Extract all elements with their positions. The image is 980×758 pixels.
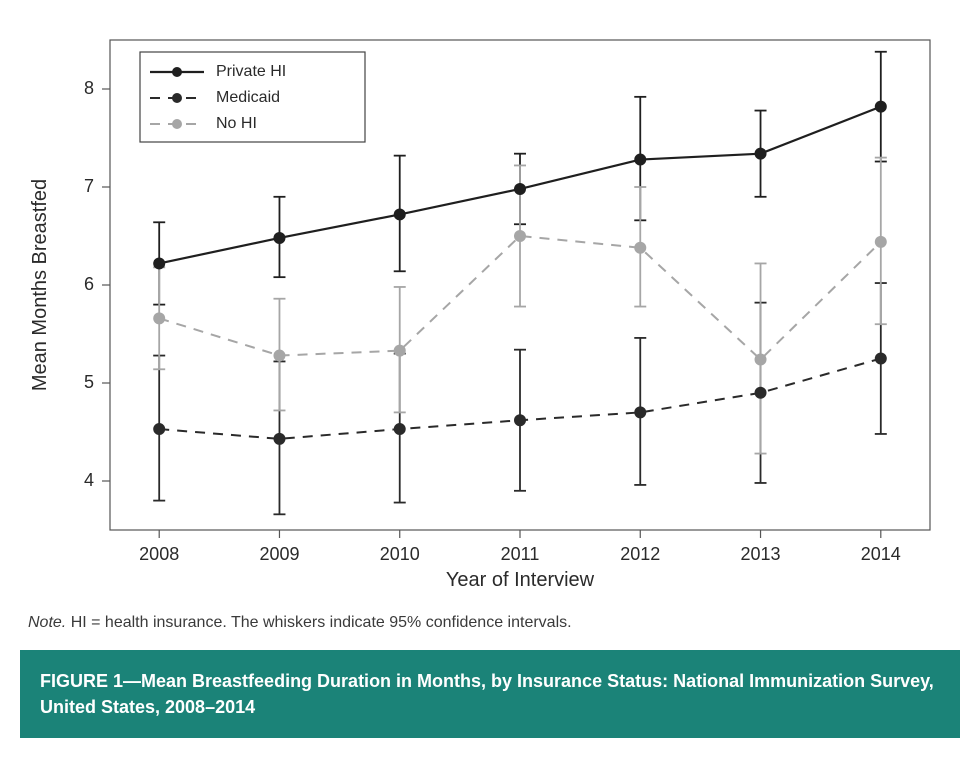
svg-text:2013: 2013 [741,544,781,564]
svg-text:5: 5 [84,372,94,392]
line-chart: 4 5 6 7 8 2008 2009 2010 2011 2012 2013 2014 Mean Mo… [20,20,960,600]
svg-text:2010: 2010 [380,544,420,564]
svg-text:2014: 2014 [861,544,901,564]
svg-text:2012: 2012 [620,544,660,564]
svg-text:Mean Months Breastfed: Mean Months Breastfed [29,179,51,391]
svg-text:2008: 2008 [139,544,179,564]
svg-text:2009: 2009 [259,544,299,564]
figure-note: Note. HI = health insurance. The whisker… [20,600,960,650]
svg-text:Medicaid: Medicaid [216,89,280,106]
svg-text:8: 8 [84,78,94,98]
svg-text:2011: 2011 [501,544,540,564]
note-text: HI = health insurance. The whiskers indi… [66,614,571,631]
caption-text: FIGURE 1—Mean Breastfeeding Duration in … [40,671,934,717]
svg-text:Private HI: Private HI [216,63,286,80]
chart-svg: 4 5 6 7 8 2008 2009 2010 2011 2012 2013 2014 Mean Mo… [20,20,960,600]
svg-text:6: 6 [84,274,94,294]
svg-text:4: 4 [84,470,94,490]
figure-container: 4 5 6 7 8 2008 2009 2010 2011 2012 2013 2014 Mean Mo… [20,20,960,738]
svg-text:7: 7 [84,176,94,196]
svg-text:No HI: No HI [216,115,257,132]
svg-text:Year of Interview: Year of Interview [446,569,595,591]
note-prefix: Note. [28,614,66,631]
figure-caption: FIGURE 1—Mean Breastfeeding Duration in … [20,650,960,738]
